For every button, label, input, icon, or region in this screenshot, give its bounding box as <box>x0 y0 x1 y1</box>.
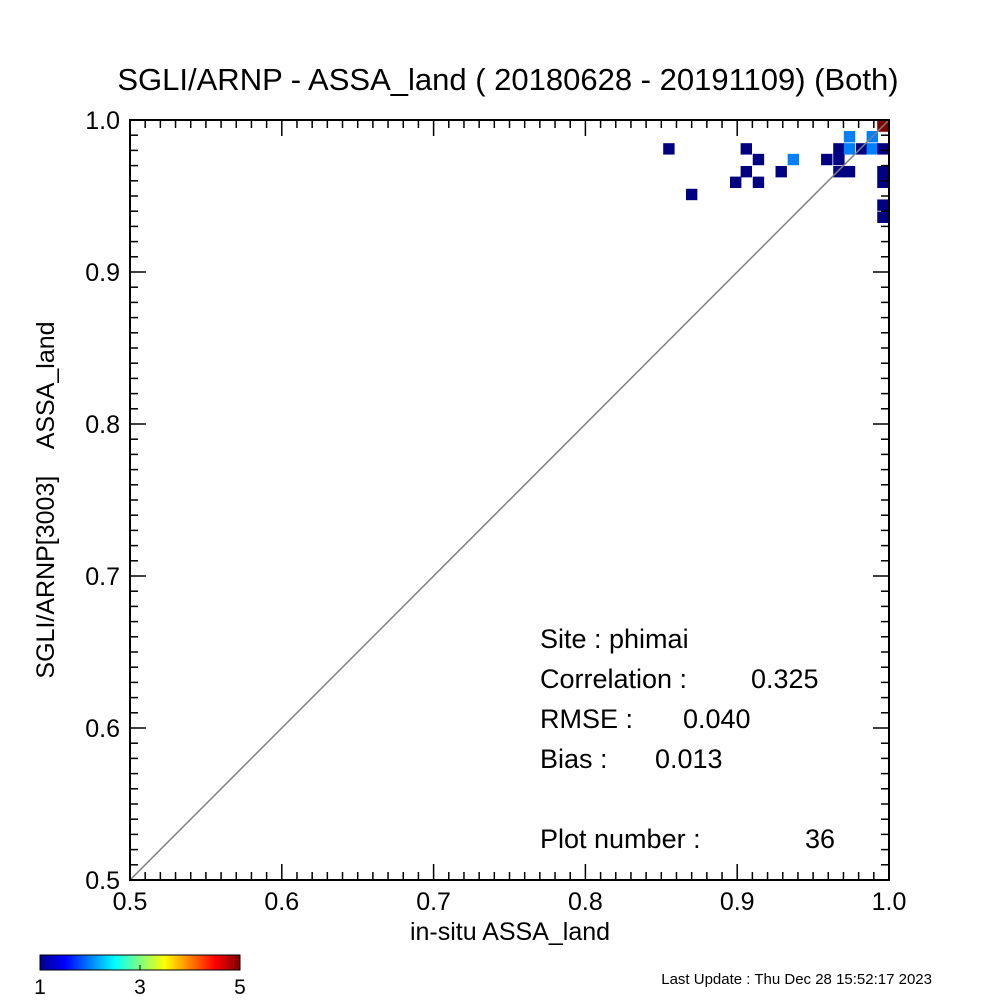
x-tick-label: 0.9 <box>720 888 755 916</box>
y-tick-labels: 0.5 0.6 0.7 0.8 0.9 1.0 <box>85 107 120 895</box>
x-tick-label: 0.7 <box>416 888 451 916</box>
y-tick-label: 0.6 <box>85 715 120 743</box>
colorbar: 1 3 5 <box>34 954 246 999</box>
rmse-value: 0.040 <box>683 704 751 734</box>
density-cell <box>729 176 742 189</box>
stats-box: Site : phimai Correlation : 0.325 RMSE :… <box>540 624 835 854</box>
bias-label: Bias : <box>540 744 608 774</box>
density-cell <box>752 153 765 166</box>
density-cell <box>787 153 800 166</box>
y-tick-label: 0.7 <box>85 563 120 591</box>
one-to-one-line <box>129 119 890 881</box>
density-cell <box>866 143 878 155</box>
x-axis-label: in-situ ASSA_land <box>410 918 610 946</box>
density-cell <box>855 143 868 155</box>
density-cell <box>877 211 889 223</box>
density-cell <box>843 131 856 143</box>
density-cell <box>877 176 889 189</box>
density-cell <box>843 143 856 155</box>
chart-title: SGLI/ARNP - ASSA_land ( 20180628 - 20191… <box>117 62 898 97</box>
colorbar-label-max: 5 <box>234 976 246 999</box>
y-tick-label: 1.0 <box>85 107 120 135</box>
density-cell <box>877 143 889 155</box>
density-cell <box>833 153 845 166</box>
density-cell <box>877 199 889 211</box>
density-cell <box>877 165 889 178</box>
density-cell <box>833 143 845 155</box>
y-axis-label: SGLI/ARNP[3003] ASSA_land <box>32 321 60 678</box>
y-tick-label: 0.5 <box>85 867 120 895</box>
density-cell <box>833 165 845 178</box>
density-cell <box>752 176 765 189</box>
density-cell <box>821 153 833 166</box>
bias-value: 0.013 <box>655 744 723 774</box>
x-tick-label: 0.5 <box>113 888 148 916</box>
plot-number-label: Plot number : <box>540 824 701 854</box>
x-tick-label: 0.8 <box>568 888 603 916</box>
x-tick-label: 1.0 <box>872 888 907 916</box>
axis-ticks <box>129 119 890 881</box>
density-cells <box>663 120 889 223</box>
colorbar-label-min: 1 <box>34 976 46 999</box>
density-cell <box>740 143 753 155</box>
rmse-label: RMSE : <box>540 704 633 734</box>
site-text: Site : phimai <box>540 624 689 654</box>
density-cell <box>740 165 753 178</box>
density-cell <box>843 165 856 178</box>
y-tick-label: 0.8 <box>85 411 120 439</box>
correlation-label: Correlation : <box>540 664 687 694</box>
x-tick-label: 0.6 <box>264 888 299 916</box>
density-cell <box>685 188 698 201</box>
correlation-value: 0.325 <box>751 664 819 694</box>
y-tick-label: 0.9 <box>85 259 120 287</box>
plot-number-value: 36 <box>805 824 835 854</box>
last-update-text: Last Update : Thu Dec 28 15:52:17 2023 <box>661 971 932 988</box>
density-cell <box>775 165 787 178</box>
density-cell <box>663 143 675 155</box>
x-tick-labels: 0.5 0.6 0.7 0.8 0.9 1.0 <box>113 888 907 916</box>
colorbar-label-mid: 3 <box>134 976 146 999</box>
